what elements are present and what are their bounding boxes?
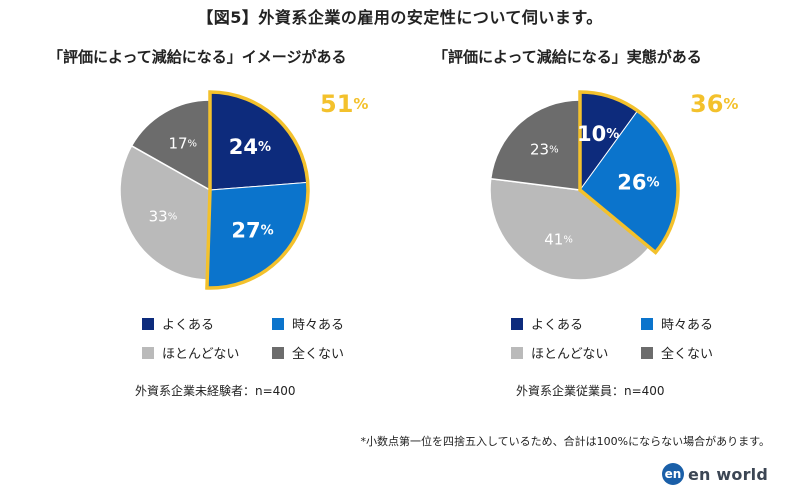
legend-item-yoku: よくある <box>511 314 623 333</box>
left-chart-title: 「評価によって減給になる」イメージがある <box>48 48 347 66</box>
enworld-logo-text: en world <box>687 464 768 484</box>
slice-mattaku <box>489 99 581 191</box>
enworld-logo: en en world <box>661 463 768 485</box>
legend-item-tokidoki: 時々ある <box>641 314 753 333</box>
value-label: 41% <box>544 231 573 249</box>
enworld-logo-mark: en <box>661 463 684 485</box>
left-sample-note: 外資系企業未経験者：n=400 <box>135 384 296 398</box>
footnote: *小数点第一位を四捨五入しているため、合計は100%にならない場合があります。 <box>360 435 770 448</box>
legend-swatch <box>142 346 154 359</box>
slice-mattaku <box>130 99 211 192</box>
legend-item-hotondo: ほとんどない <box>511 343 623 362</box>
right-chart-title: 「評価によって減給になる」実態がある <box>433 48 702 66</box>
value-label: 33% <box>149 208 178 226</box>
highlight-outline <box>578 90 680 255</box>
value-label: 27% <box>231 219 273 243</box>
highlight-outline <box>205 90 310 290</box>
value-label: 23% <box>530 140 559 158</box>
slice-hotondo <box>489 177 651 281</box>
left-legend: よくある 時々ある ほとんどない 全くない <box>142 314 384 372</box>
value-label: 24% <box>229 135 271 159</box>
legend-swatch <box>641 317 653 330</box>
value-label: 10% <box>577 122 619 146</box>
legend-swatch <box>641 346 653 359</box>
legend-item-tokidoki: 時々ある <box>272 314 384 333</box>
slice-hotondo <box>119 144 211 281</box>
legend-item-mattaku: 全くない <box>272 343 384 362</box>
right-pie-chart: 10% 26% 41% 23% 36% <box>489 90 738 281</box>
value-label: 17% <box>168 134 197 152</box>
legend-swatch <box>272 317 284 330</box>
legend-item-mattaku: 全くない <box>641 343 753 362</box>
legend-swatch <box>511 317 523 330</box>
legend-item-hotondo: ほとんどない <box>142 343 254 362</box>
legend-swatch <box>511 346 523 359</box>
value-label: 26% <box>617 171 659 195</box>
left-pie-chart: 24% 27% 33% 17% 51% <box>119 90 368 290</box>
highlight-total-label: 51% <box>320 90 368 118</box>
highlight-total-label: 36% <box>690 90 738 118</box>
legend-item-yoku: よくある <box>142 314 254 333</box>
legend-swatch <box>142 317 154 330</box>
right-legend: よくある 時々ある ほとんどない 全くない <box>511 314 753 372</box>
right-sample-note: 外資系企業従業員：n=400 <box>516 384 665 398</box>
legend-swatch <box>272 346 284 359</box>
figure-title: 【図5】外資系企業の雇用の安定性について伺います。 <box>197 8 603 27</box>
